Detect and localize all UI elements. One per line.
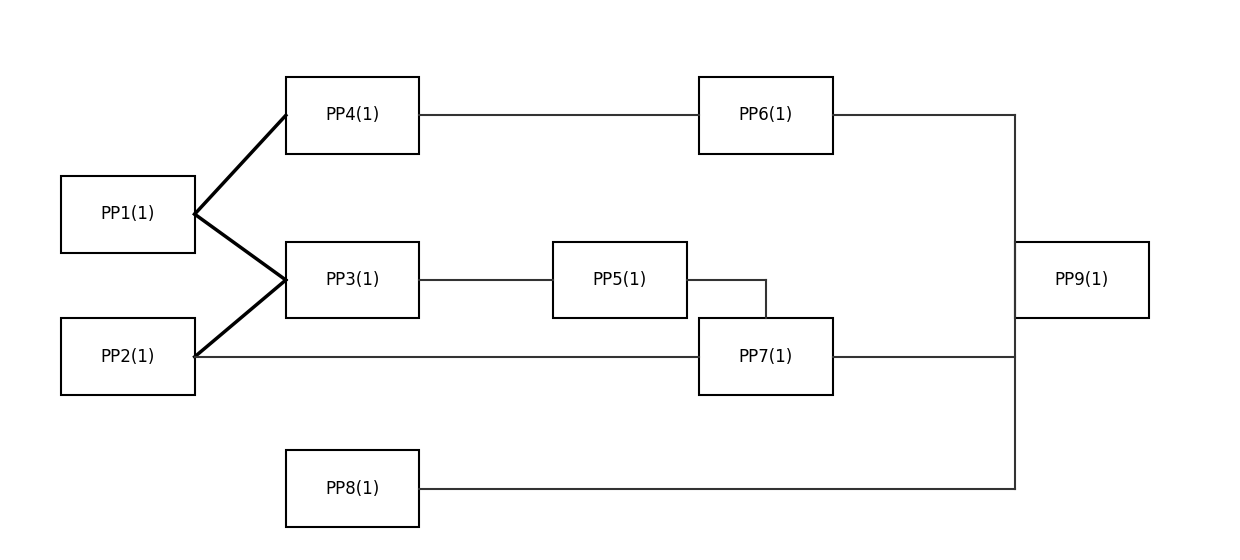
Text: PP2(1): PP2(1) xyxy=(100,348,155,366)
FancyBboxPatch shape xyxy=(699,319,832,395)
Text: PP5(1): PP5(1) xyxy=(593,271,647,289)
Text: PP4(1): PP4(1) xyxy=(326,106,379,124)
FancyBboxPatch shape xyxy=(285,450,419,527)
FancyBboxPatch shape xyxy=(61,319,195,395)
FancyBboxPatch shape xyxy=(285,77,419,154)
FancyBboxPatch shape xyxy=(699,77,832,154)
Text: PP9(1): PP9(1) xyxy=(1055,271,1109,289)
FancyBboxPatch shape xyxy=(61,176,195,253)
FancyBboxPatch shape xyxy=(553,241,687,319)
Text: PP8(1): PP8(1) xyxy=(326,479,379,497)
Text: PP7(1): PP7(1) xyxy=(739,348,792,366)
Text: PP1(1): PP1(1) xyxy=(100,205,155,223)
FancyBboxPatch shape xyxy=(285,241,419,319)
Text: PP3(1): PP3(1) xyxy=(325,271,379,289)
Text: PP6(1): PP6(1) xyxy=(739,106,792,124)
FancyBboxPatch shape xyxy=(1014,241,1148,319)
